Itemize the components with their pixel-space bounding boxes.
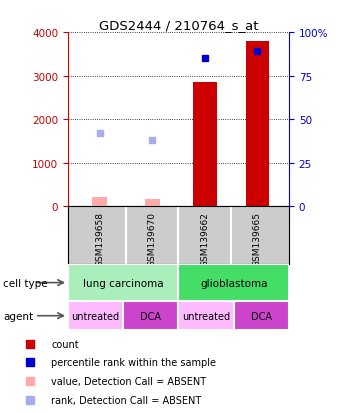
Bar — [68, 301, 123, 330]
Bar — [145, 199, 159, 206]
Text: untreated: untreated — [71, 311, 120, 321]
Text: percentile rank within the sample: percentile rank within the sample — [51, 357, 216, 368]
Bar — [234, 301, 289, 330]
Text: DCA: DCA — [251, 311, 272, 321]
Bar — [92, 198, 107, 206]
Text: cell type: cell type — [3, 278, 48, 288]
Text: count: count — [51, 339, 79, 349]
Text: GSM139658: GSM139658 — [95, 211, 104, 266]
Title: GDS2444 / 210764_s_at: GDS2444 / 210764_s_at — [99, 19, 258, 32]
Text: untreated: untreated — [182, 311, 230, 321]
Bar — [178, 264, 289, 301]
Bar — [245, 42, 269, 206]
Text: value, Detection Call = ABSENT: value, Detection Call = ABSENT — [51, 376, 206, 386]
Bar — [123, 301, 178, 330]
Text: lung carcinoma: lung carcinoma — [83, 278, 164, 288]
Text: glioblastoma: glioblastoma — [200, 278, 268, 288]
Text: agent: agent — [3, 311, 34, 321]
Bar — [68, 264, 178, 301]
Text: GSM139662: GSM139662 — [200, 211, 209, 266]
Text: DCA: DCA — [140, 311, 162, 321]
Text: GSM139665: GSM139665 — [253, 211, 262, 266]
Bar — [193, 83, 217, 206]
Bar — [178, 301, 234, 330]
Text: GSM139670: GSM139670 — [148, 211, 157, 266]
Text: rank, Detection Call = ABSENT: rank, Detection Call = ABSENT — [51, 394, 202, 405]
